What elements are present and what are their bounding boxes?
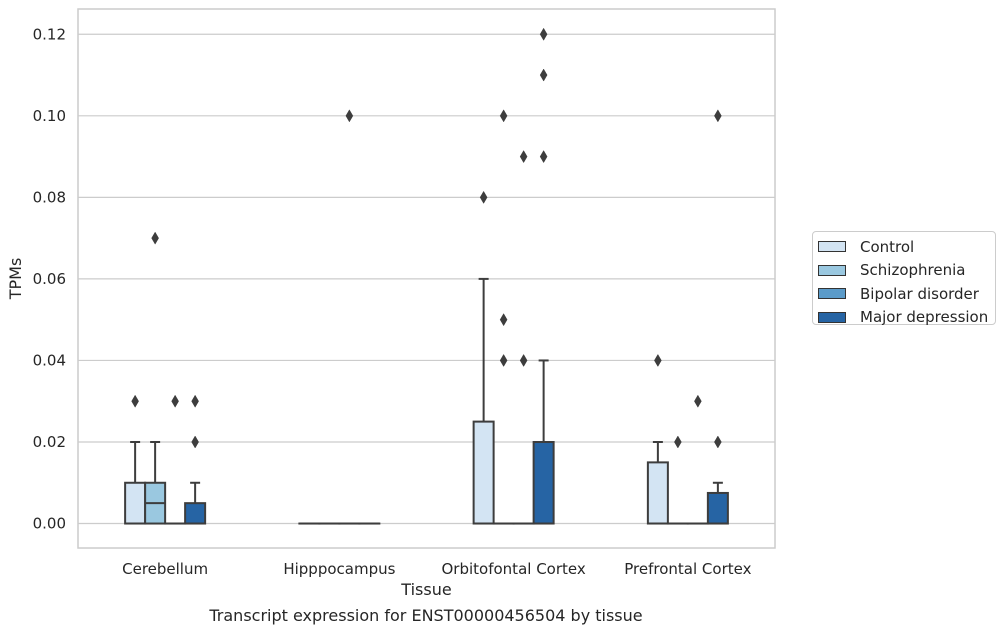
y-tick-label: 0.12 bbox=[33, 25, 66, 43]
outlier-point bbox=[714, 109, 722, 123]
x-tick-label: Prefrontal Cortex bbox=[624, 560, 751, 578]
x-tick-label: Hipppocampus bbox=[283, 560, 395, 578]
y-tick-label: 0.02 bbox=[33, 433, 66, 451]
figure-caption: Transcript expression for ENST0000045650… bbox=[209, 606, 643, 625]
legend-swatch-bipolar-disorder bbox=[818, 288, 846, 300]
outlier-point bbox=[191, 435, 199, 449]
outlier-point bbox=[714, 435, 722, 449]
outlier-point bbox=[674, 435, 682, 449]
plot-frame bbox=[77, 8, 776, 549]
outlier-point bbox=[539, 27, 548, 41]
box bbox=[184, 502, 207, 525]
outlier-point bbox=[499, 109, 508, 123]
x-tick-label: Cerebellum bbox=[122, 560, 208, 578]
box bbox=[532, 440, 555, 525]
legend-item-bipolar-disorder: Bipolar disorder bbox=[818, 282, 995, 306]
box bbox=[646, 461, 669, 525]
legend-label-control: Control bbox=[860, 237, 915, 256]
box bbox=[706, 491, 729, 525]
legend-item-control: Control bbox=[818, 235, 995, 259]
category-group bbox=[646, 109, 729, 525]
outlier-point bbox=[191, 394, 199, 408]
outlier-point bbox=[539, 68, 548, 82]
outlier-point bbox=[151, 231, 159, 245]
outlier-point bbox=[131, 394, 139, 408]
legend-item-schizophrenia: Schizophrenia bbox=[818, 259, 995, 283]
y-tick-label: 0.04 bbox=[33, 351, 66, 369]
box bbox=[124, 481, 147, 525]
category-group bbox=[472, 27, 555, 525]
y-axis-label: TPMs bbox=[6, 258, 25, 301]
box bbox=[472, 420, 495, 525]
legend-item-major-depression: Major depression bbox=[818, 306, 995, 330]
outlier-point bbox=[479, 190, 488, 204]
y-tick-label: 0.00 bbox=[33, 515, 66, 533]
category-group bbox=[298, 109, 381, 525]
legend-label-schizophrenia: Schizophrenia bbox=[860, 261, 966, 280]
legend-swatch-control bbox=[818, 241, 846, 253]
chart-legend: Control Schizophrenia Bipolar disorder M… bbox=[812, 231, 996, 326]
outlier-point bbox=[171, 394, 179, 408]
legend-label-major-depression: Major depression bbox=[860, 308, 989, 327]
x-axis-label: Tissue bbox=[400, 580, 451, 599]
category-group bbox=[124, 231, 207, 525]
outlier-point bbox=[499, 353, 508, 367]
y-tick-label: 0.06 bbox=[33, 270, 66, 288]
outlier-point bbox=[519, 150, 528, 164]
outlier-point bbox=[499, 313, 508, 327]
outlier-point bbox=[654, 353, 662, 367]
y-tick-label: 0.08 bbox=[33, 188, 66, 206]
outlier-point bbox=[539, 150, 548, 164]
legend-swatch-schizophrenia bbox=[818, 264, 846, 276]
outlier-point bbox=[694, 394, 702, 408]
outlier-point bbox=[345, 109, 354, 123]
outlier-point bbox=[519, 353, 528, 367]
y-tick-label: 0.10 bbox=[33, 107, 66, 125]
x-tick-label: Orbitofontal Cortex bbox=[442, 560, 586, 578]
legend-label-bipolar-disorder: Bipolar disorder bbox=[860, 284, 979, 303]
legend-swatch-major-depression bbox=[818, 311, 846, 323]
